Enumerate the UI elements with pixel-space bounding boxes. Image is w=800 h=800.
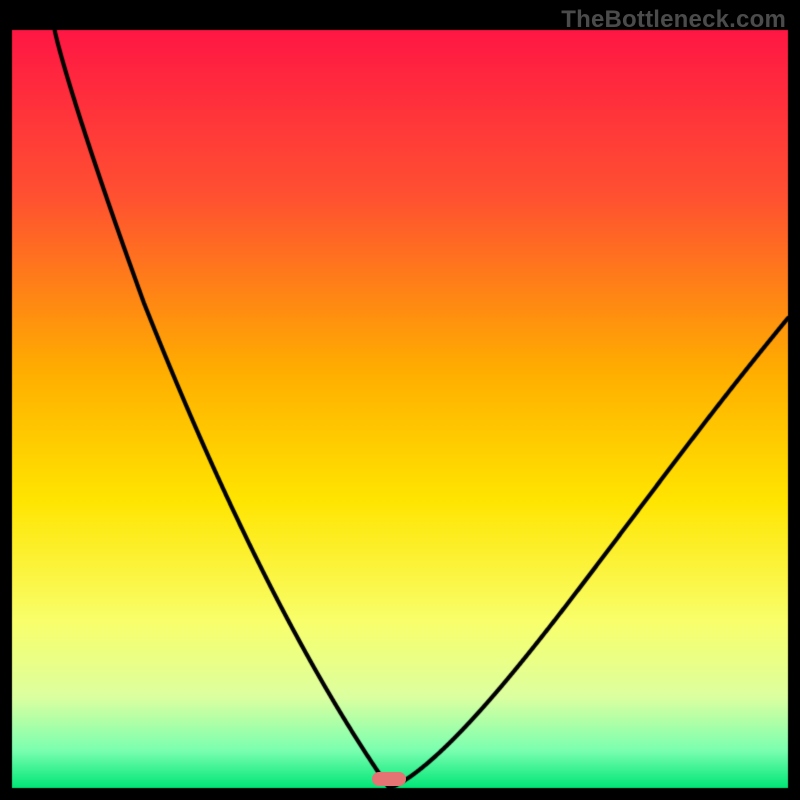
watermark-text: TheBottleneck.com	[561, 6, 786, 34]
optimum-marker	[372, 772, 406, 786]
chart-container: TheBottleneck.com	[0, 0, 800, 800]
bottleneck-curve-line	[0, 0, 800, 800]
